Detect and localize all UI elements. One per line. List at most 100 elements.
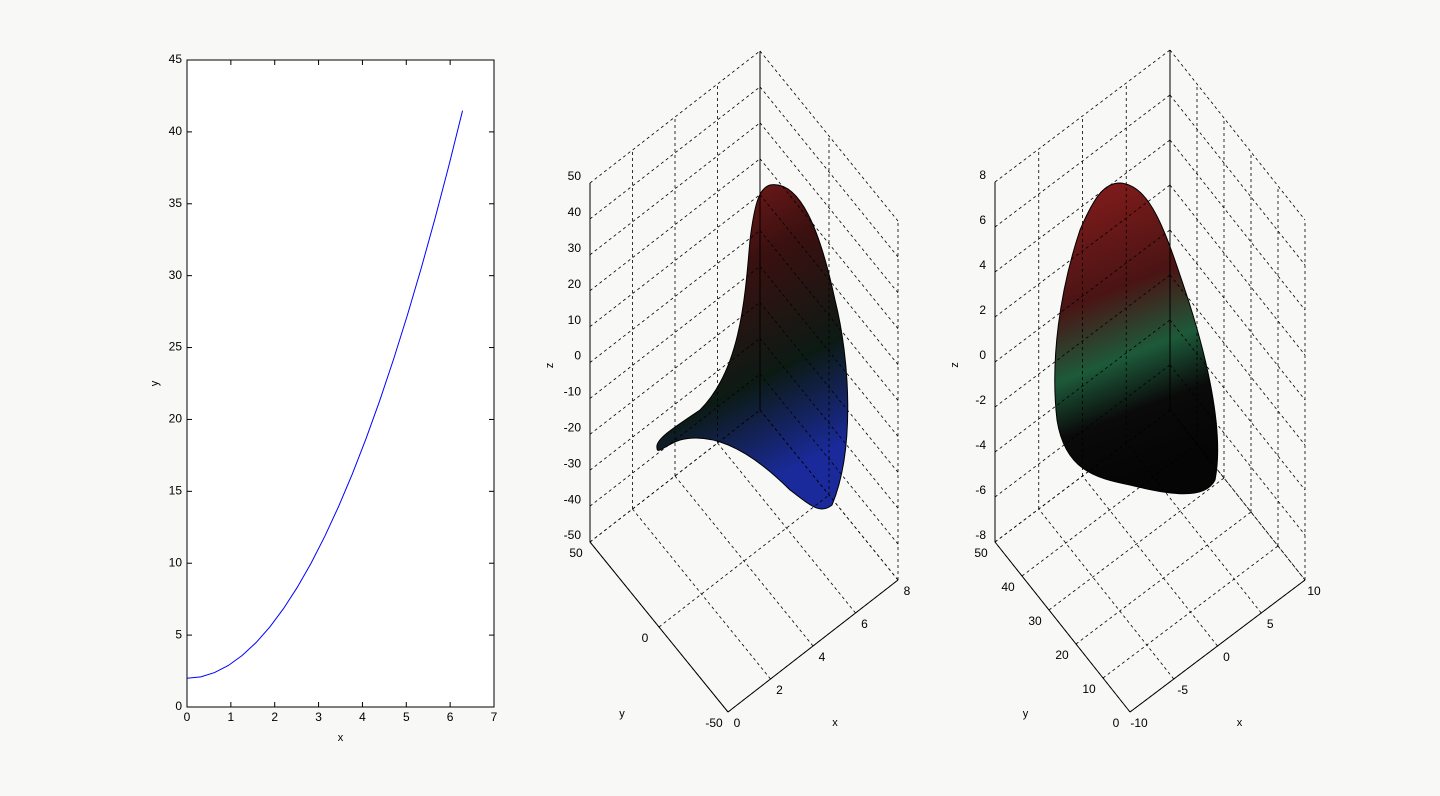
x-tick-label: -10 (1130, 716, 1148, 730)
grid-line (994, 364, 1171, 498)
y-tick-label: 50 (569, 546, 583, 560)
z-tick-label: -40 (564, 492, 582, 506)
z-axis-label: z (949, 362, 961, 368)
y-tick-label: 25 (169, 340, 183, 354)
z-tick-label: -8 (975, 528, 986, 542)
y-tick-label: 10 (1082, 682, 1096, 696)
y-tick-label: 40 (169, 124, 183, 138)
grid-line (759, 302, 899, 473)
z-tick-label: -20 (564, 420, 582, 434)
grid-line (759, 158, 899, 329)
grid-line (994, 139, 1171, 273)
z-tick-label: 50 (568, 169, 582, 183)
grid-line (994, 274, 1171, 408)
z-tick-label: -2 (975, 393, 986, 407)
grid-line (1125, 442, 1262, 614)
axes-box (186, 59, 495, 708)
grid-line (994, 409, 1171, 543)
grid-line (674, 475, 814, 647)
z-tick-label: 4 (979, 258, 986, 272)
line-series (186, 110, 464, 679)
x-axis (1129, 579, 1306, 713)
grid-line (994, 229, 1171, 363)
surface (656, 184, 849, 510)
plot-area (187, 60, 494, 707)
x-tick-label: 6 (861, 617, 868, 631)
x-axis-label: x (338, 732, 344, 744)
grid-line (1169, 274, 1306, 446)
y-tick-label: 30 (169, 268, 183, 282)
surface-group (1054, 182, 1219, 495)
y-tick-label: 35 (169, 196, 183, 210)
grid-line (759, 409, 899, 581)
surface-group (656, 184, 849, 510)
x-tick-label: 0 (734, 716, 741, 730)
x-tick-label: 1 (228, 710, 235, 724)
grid-line (1169, 94, 1306, 266)
y-tick-label: 10 (169, 555, 183, 569)
x-tick-label: 2 (271, 710, 278, 724)
x-tick-label: 4 (819, 650, 826, 664)
y-axis-label: y (619, 708, 625, 720)
y-tick-label: 20 (1055, 648, 1069, 662)
x-tick-label: 10 (1307, 584, 1321, 598)
grid-line (994, 49, 1171, 183)
y-tick-label: -50 (705, 716, 723, 730)
y-tick-label: 0 (642, 631, 649, 645)
z-tick-label: -4 (975, 438, 986, 452)
y-tick-label: 40 (1001, 580, 1015, 594)
x-tick-label: 8 (904, 584, 911, 598)
z-tick-label: 30 (568, 241, 582, 255)
grid-line (994, 319, 1171, 453)
y-tick-label: 20 (169, 412, 183, 426)
surface (1054, 182, 1219, 495)
z-tick-label: 40 (568, 205, 582, 219)
z-tick-label: -50 (564, 528, 582, 542)
y-tick-label: 30 (1028, 614, 1042, 628)
x-axis (727, 579, 899, 713)
x-tick-label: 4 (359, 710, 366, 724)
grid-line (1102, 545, 1279, 679)
y-tick-label: 15 (169, 484, 183, 498)
z-tick-label: 0 (574, 349, 581, 363)
x-axis-label: x (832, 717, 838, 729)
grid-line (1038, 508, 1175, 680)
z-axis-label: z (544, 363, 556, 369)
z-tick-label: -30 (564, 456, 582, 470)
grid-line (1169, 364, 1306, 536)
x-tick-label: 0 (1223, 650, 1230, 664)
grid-line (994, 94, 1171, 228)
y-axis (994, 541, 1131, 713)
y-tick-label: 5 (175, 627, 182, 641)
grid-line (1021, 443, 1198, 577)
y-tick-label: 50 (974, 546, 988, 560)
x-tick-label: 3 (315, 710, 322, 724)
grid-line (759, 86, 899, 258)
grid-line (759, 122, 899, 294)
z-tick-label: 20 (568, 277, 582, 291)
x-tick-label: -5 (1177, 683, 1188, 697)
z-tick-label: 8 (979, 168, 986, 182)
x-tick-label: 5 (403, 710, 410, 724)
y-axis-label: y (1023, 708, 1029, 720)
grid-line (759, 50, 899, 222)
z-tick-label: 10 (568, 313, 582, 327)
x-axis-label: x (1237, 717, 1243, 729)
grid-line (759, 194, 899, 365)
grid-line (1048, 477, 1225, 611)
grid-line (759, 266, 899, 437)
z-tick-label: -10 (564, 385, 582, 399)
grid-line (759, 337, 899, 509)
x-tick-label: 7 (491, 710, 498, 724)
y-axis-label: y (149, 380, 161, 386)
y-tick-label: 45 (169, 52, 183, 66)
grid-line (1169, 319, 1306, 491)
y-tick-label: 0 (1113, 716, 1120, 730)
z-tick-label: -6 (975, 483, 986, 497)
grid-line (1169, 49, 1306, 221)
x-tick-label: 6 (447, 710, 454, 724)
grid-line (717, 442, 856, 614)
grid-line (1169, 229, 1306, 401)
